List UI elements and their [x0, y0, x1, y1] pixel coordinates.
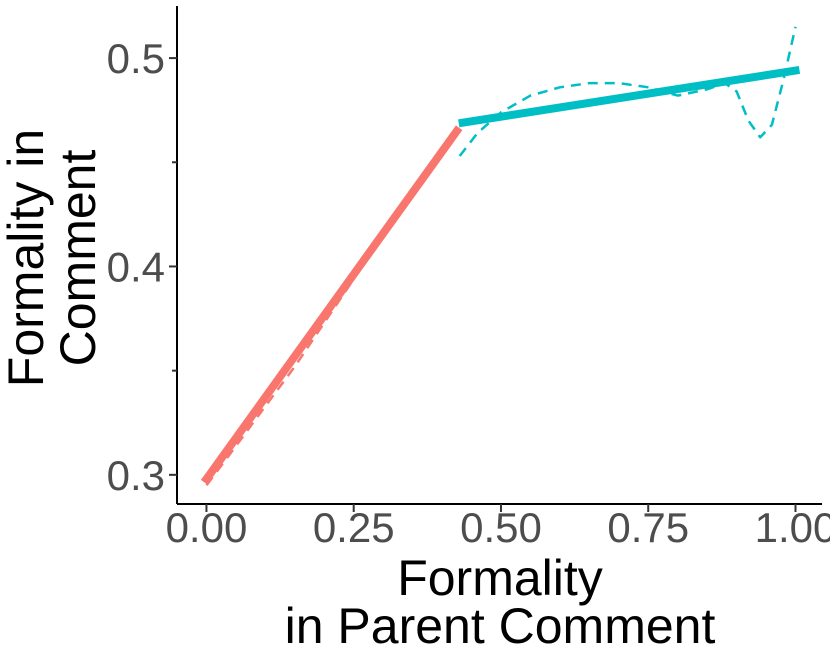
fit-line-1 [458, 66, 801, 128]
fit-line-0 [200, 125, 463, 485]
x-tick-label: 0.75 [607, 504, 689, 551]
dashed-line-3 [458, 26, 797, 157]
axes: 0.00 0.25 0.50 0.75 1.00 0.3 0.4 0.5 [107, 6, 830, 551]
y-axis-title-line-1: Formality in [0, 129, 54, 387]
x-tick-label: 1.00 [755, 504, 830, 551]
x-tick-label: 0.50 [460, 504, 542, 551]
x-tick-label: 0.00 [166, 504, 248, 551]
y-tick-label: 0.3 [107, 452, 165, 499]
plot-lines [200, 26, 801, 486]
y-tick-label: 0.5 [107, 35, 165, 82]
x-axis-title: Formality in Parent Comment [285, 550, 716, 646]
x-axis-title-line-2: in Parent Comment [285, 598, 716, 646]
x-tick-label: 0.25 [313, 504, 395, 551]
x-axis-title-line-1: Formality [397, 550, 603, 606]
y-axis-title: Formality in Comment [0, 129, 106, 387]
y-axis-title-line-2: Comment [50, 150, 106, 367]
dashed-line-2 [205, 132, 458, 486]
y-tick-label: 0.4 [107, 243, 165, 290]
